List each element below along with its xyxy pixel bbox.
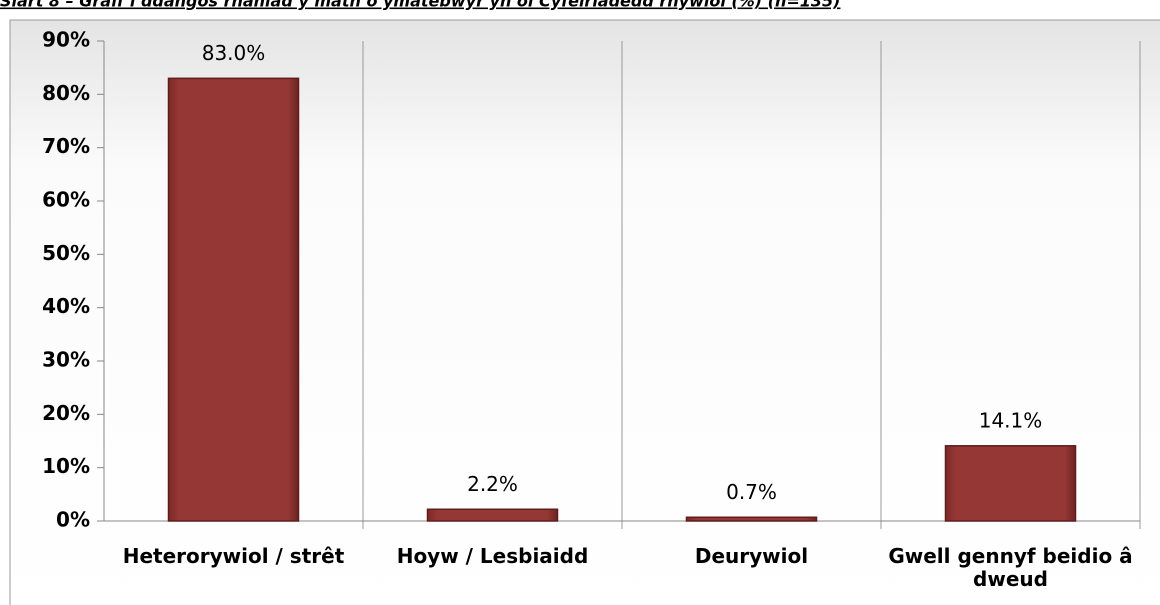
value-label: 83.0% (202, 41, 266, 65)
y-tick-label: 40% (42, 294, 90, 318)
x-tick-label: Hoyw / Lesbiaidd (396, 544, 589, 568)
y-tick-label: 20% (42, 401, 90, 425)
y-tick-label: 0% (56, 508, 90, 532)
x-tick-label: Deurywiol (694, 544, 809, 568)
y-tick-label: 50% (42, 241, 90, 265)
value-label: 0.7% (726, 480, 777, 504)
value-label: 2.2% (467, 472, 518, 496)
bar (685, 516, 818, 522)
x-tick-label: Heterorywiol / strêt (122, 544, 345, 568)
value-label: 14.1% (979, 408, 1043, 432)
y-tick-label: 80% (42, 81, 90, 105)
y-tick-label: 60% (42, 188, 90, 212)
y-tick-label: 30% (42, 348, 90, 372)
x-tick-label: Gwell gennyf beidio â dweud (888, 544, 1133, 591)
bar (426, 508, 559, 522)
chart-title: Siart 8 – Graff i ddangos rhaniad y math… (0, 0, 840, 11)
y-tick-label: 70% (42, 134, 90, 158)
bar (944, 445, 1077, 522)
y-tick-label: 10% (42, 454, 90, 478)
y-tick-label: 90% (42, 28, 90, 52)
bar (167, 77, 300, 522)
